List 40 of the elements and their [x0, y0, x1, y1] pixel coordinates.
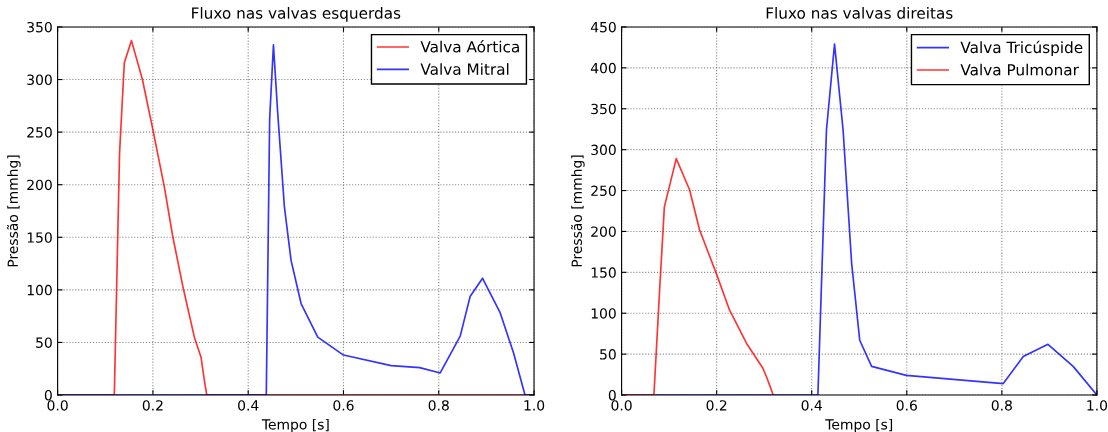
legend-label: Valva Aórtica [420, 40, 519, 53]
x-tick-label: 0.0 [611, 400, 632, 411]
legend-label: Valva Pulmonar [960, 63, 1079, 76]
y-tick-label: 0 [608, 389, 616, 401]
x-tick-label: 0.8 [991, 400, 1012, 411]
y-tick-label: 250 [27, 127, 52, 138]
y-tick-label: 250 [591, 185, 616, 197]
y-tick-label: 150 [591, 267, 616, 278]
y-tick-label: 300 [27, 74, 52, 86]
x-tick-label: 0.6 [333, 400, 354, 411]
y-tick-label: 100 [591, 308, 616, 319]
y-tick-label: 100 [27, 284, 52, 296]
legend-label: Valva Mitral [420, 63, 509, 75]
y-tick-label: 350 [27, 21, 52, 33]
x-axis-title: Tempo [s] [825, 418, 893, 432]
y-tick-label: 50 [600, 349, 616, 360]
y-tick-label: 150 [27, 232, 52, 243]
x-tick-label: 0.8 [428, 400, 449, 411]
legend-label: Valva Tricúspide [960, 40, 1083, 57]
x-tick-label: 0.4 [238, 400, 259, 411]
y-tick-label: 400 [590, 62, 616, 74]
x-tick-label: 0.4 [801, 400, 822, 411]
chart-title: Fluxo nas valvas esquerdas [192, 7, 401, 22]
y-tick-label: 0 [44, 389, 52, 401]
x-tick-label: 0.6 [896, 400, 917, 411]
x-tick-label: 0.2 [706, 400, 727, 411]
x-tick-label: 1.0 [1087, 400, 1108, 411]
chart-title: Fluxo nas valvas direitas [766, 7, 953, 19]
y-tick-label: 50 [36, 337, 52, 348]
x-tick-label: 0.2 [142, 400, 163, 411]
y-tick-label: 450 [590, 21, 616, 33]
x-tick-label: 0.0 [47, 400, 68, 411]
y-tick-label: 300 [591, 144, 616, 156]
y-axis-title: Pressão [mmhg] [7, 155, 21, 267]
y-tick-label: 200 [27, 179, 52, 191]
y-tick-label: 350 [591, 103, 616, 115]
y-axis-title: Pressão [mmhg] [570, 155, 585, 267]
y-tick-label: 200 [591, 226, 616, 237]
x-axis-title: Tempo [s] [261, 418, 329, 432]
x-tick-label: 1.0 [524, 400, 545, 411]
